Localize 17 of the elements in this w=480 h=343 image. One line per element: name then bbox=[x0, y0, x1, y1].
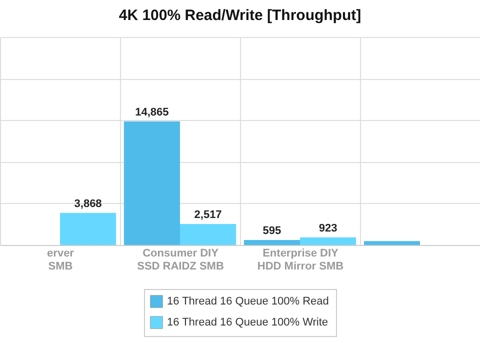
bar bbox=[180, 224, 236, 245]
legend-label: 16 Thread 16 Queue 100% Write bbox=[167, 316, 328, 328]
bar bbox=[300, 237, 356, 245]
data-label: 3,868 bbox=[74, 198, 102, 210]
x-tick-label: Consumer DIY SSD RAIDZ SMB bbox=[137, 248, 224, 272]
legend-label: 16 Thread 16 Queue 100% Read bbox=[167, 296, 329, 308]
bar bbox=[244, 240, 300, 245]
data-label: 2,517 bbox=[194, 209, 222, 222]
bar bbox=[364, 241, 420, 245]
bar bbox=[124, 121, 180, 245]
bar bbox=[60, 212, 116, 245]
data-label: 595 bbox=[262, 225, 282, 238]
data-label: 923 bbox=[318, 222, 338, 234]
x-tick-label: erver SMB bbox=[47, 248, 75, 272]
x-tick-label: Enterprise DIY HDD Mirror SMB bbox=[257, 248, 344, 272]
data-label: 14,865 bbox=[135, 106, 169, 118]
chart-title: 4K 100% Read/Write [Throughput] bbox=[118, 7, 362, 24]
